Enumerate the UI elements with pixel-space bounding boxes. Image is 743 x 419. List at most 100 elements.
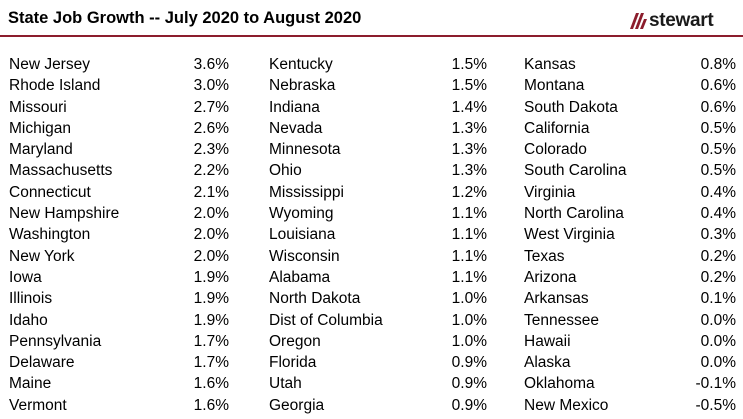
state-name: Wyoming: [269, 205, 334, 223]
job-growth-value: 1.1%: [451, 226, 487, 244]
state-name: North Carolina: [524, 205, 624, 223]
job-growth-value: 0.0%: [700, 311, 736, 329]
stewart-logo: stewart: [628, 9, 714, 33]
state-name: Arkansas: [524, 290, 589, 308]
logo-text: stewart: [649, 10, 714, 31]
job-growth-value: 2.1%: [193, 183, 229, 201]
state-column-3: Kansas 0.8% Montana 0.6% South Dakota 0.6% Cal…: [524, 54, 736, 416]
job-growth-value: 0.6%: [700, 98, 736, 116]
job-growth-value: 2.3%: [193, 141, 229, 159]
state-row: West Virginia 0.3%: [524, 224, 736, 245]
state-name: Idaho: [9, 311, 48, 329]
job-growth-value: -0.1%: [695, 375, 737, 393]
job-growth-value: 0.9%: [451, 354, 487, 372]
job-growth-value: 2.0%: [193, 226, 229, 244]
state-name: Arizona: [524, 268, 577, 286]
state-name: Hawaii: [524, 332, 571, 350]
job-growth-value: 0.2%: [700, 247, 736, 265]
state-name: Utah: [269, 375, 302, 393]
state-name: New Jersey: [9, 56, 90, 73]
state-name: West Virginia: [524, 226, 615, 244]
state-row: New Jersey 3.6%: [9, 54, 229, 75]
state-name: Alabama: [269, 268, 331, 286]
job-growth-value: 1.0%: [451, 311, 487, 329]
state-name: California: [524, 119, 590, 137]
job-growth-value: 0.8%: [700, 56, 736, 73]
job-growth-value: 1.5%: [451, 56, 487, 73]
state-row: New Mexico -0.5%: [524, 395, 736, 416]
job-growth-value: 1.6%: [193, 396, 229, 414]
job-growth-value: 1.9%: [193, 290, 229, 308]
state-column-1: New Jersey 3.6% Rhode Island 3.0% Missouri 2.…: [9, 54, 229, 416]
state-row: New York 2.0%: [9, 246, 229, 267]
job-growth-value: 1.1%: [451, 268, 487, 286]
state-name: Florida: [269, 354, 317, 372]
state-row: Vermont 1.6%: [9, 395, 229, 416]
job-growth-value: 1.1%: [451, 247, 487, 265]
job-growth-value: 0.3%: [700, 226, 736, 244]
job-growth-value: 1.9%: [193, 311, 229, 329]
state-row: Nevada 1.3%: [269, 118, 487, 139]
job-growth-value: 1.9%: [193, 268, 229, 286]
state-row: Oklahoma -0.1%: [524, 373, 736, 394]
state-name: Indiana: [269, 98, 320, 116]
state-row: Rhode Island 3.0%: [9, 75, 229, 96]
state-row: Indiana 1.4%: [269, 97, 487, 118]
state-row: Maine 1.6%: [9, 373, 229, 394]
state-row: Wisconsin 1.1%: [269, 246, 487, 267]
state-name: North Dakota: [269, 290, 361, 308]
state-row: Washington 2.0%: [9, 224, 229, 245]
state-name: Mississippi: [269, 183, 344, 201]
job-growth-value: 1.6%: [193, 375, 229, 393]
state-row: Wyoming 1.1%: [269, 203, 487, 224]
job-growth-value: 0.4%: [700, 205, 736, 223]
state-row: Iowa 1.9%: [9, 267, 229, 288]
state-column-2: Kentucky 1.5% Nebraska 1.5% Indiana 1.4% Nevad…: [269, 54, 487, 416]
state-name: Illinois: [9, 290, 53, 308]
header-divider: [0, 35, 743, 37]
state-row: Mississippi 1.2%: [269, 182, 487, 203]
state-name: Alaska: [524, 354, 571, 372]
state-row: North Carolina 0.4%: [524, 203, 736, 224]
state-name: Kentucky: [269, 56, 333, 73]
state-name: Massachusetts: [9, 162, 113, 180]
state-name: New York: [9, 247, 75, 265]
job-growth-value: 2.2%: [193, 162, 229, 180]
job-growth-value: 1.0%: [451, 332, 487, 350]
state-name: Vermont: [9, 396, 67, 414]
state-name: Colorado: [524, 141, 587, 159]
page-title: State Job Growth -- July 2020 to August …: [8, 9, 362, 27]
job-growth-value: 0.5%: [700, 162, 736, 180]
state-row: Connecticut 2.1%: [9, 182, 229, 203]
state-name: Minnesota: [269, 141, 341, 159]
state-row: Illinois 1.9%: [9, 288, 229, 309]
state-row: Idaho 1.9%: [9, 310, 229, 331]
state-name: New Hampshire: [9, 205, 120, 223]
state-row: South Dakota 0.6%: [524, 97, 736, 118]
state-name: South Carolina: [524, 162, 627, 180]
state-row: Nebraska 1.5%: [269, 75, 487, 96]
job-growth-value: 0.9%: [451, 375, 487, 393]
stewart-logo-icon: [630, 13, 647, 29]
state-name: Kansas: [524, 56, 576, 73]
state-name: Delaware: [9, 354, 75, 372]
job-growth-value: 2.7%: [193, 98, 229, 116]
state-name: Oregon: [269, 332, 321, 350]
state-row: Alabama 1.1%: [269, 267, 487, 288]
state-row: Tennessee 0.0%: [524, 310, 736, 331]
state-row: South Carolina 0.5%: [524, 160, 736, 181]
state-row: North Dakota 1.0%: [269, 288, 487, 309]
state-row: Missouri 2.7%: [9, 97, 229, 118]
state-name: Iowa: [9, 268, 42, 286]
job-growth-value: 2.0%: [193, 247, 229, 265]
job-growth-value: 0.5%: [700, 141, 736, 159]
state-row: California 0.5%: [524, 118, 736, 139]
job-growth-value: 0.6%: [700, 77, 736, 95]
state-row: Colorado 0.5%: [524, 139, 736, 160]
job-growth-value: 0.4%: [700, 183, 736, 201]
job-growth-value: 1.3%: [451, 119, 487, 137]
job-growth-value: 2.6%: [193, 119, 229, 137]
state-row: Montana 0.6%: [524, 75, 736, 96]
job-growth-value: 1.7%: [193, 332, 229, 350]
state-row: Arizona 0.2%: [524, 267, 736, 288]
